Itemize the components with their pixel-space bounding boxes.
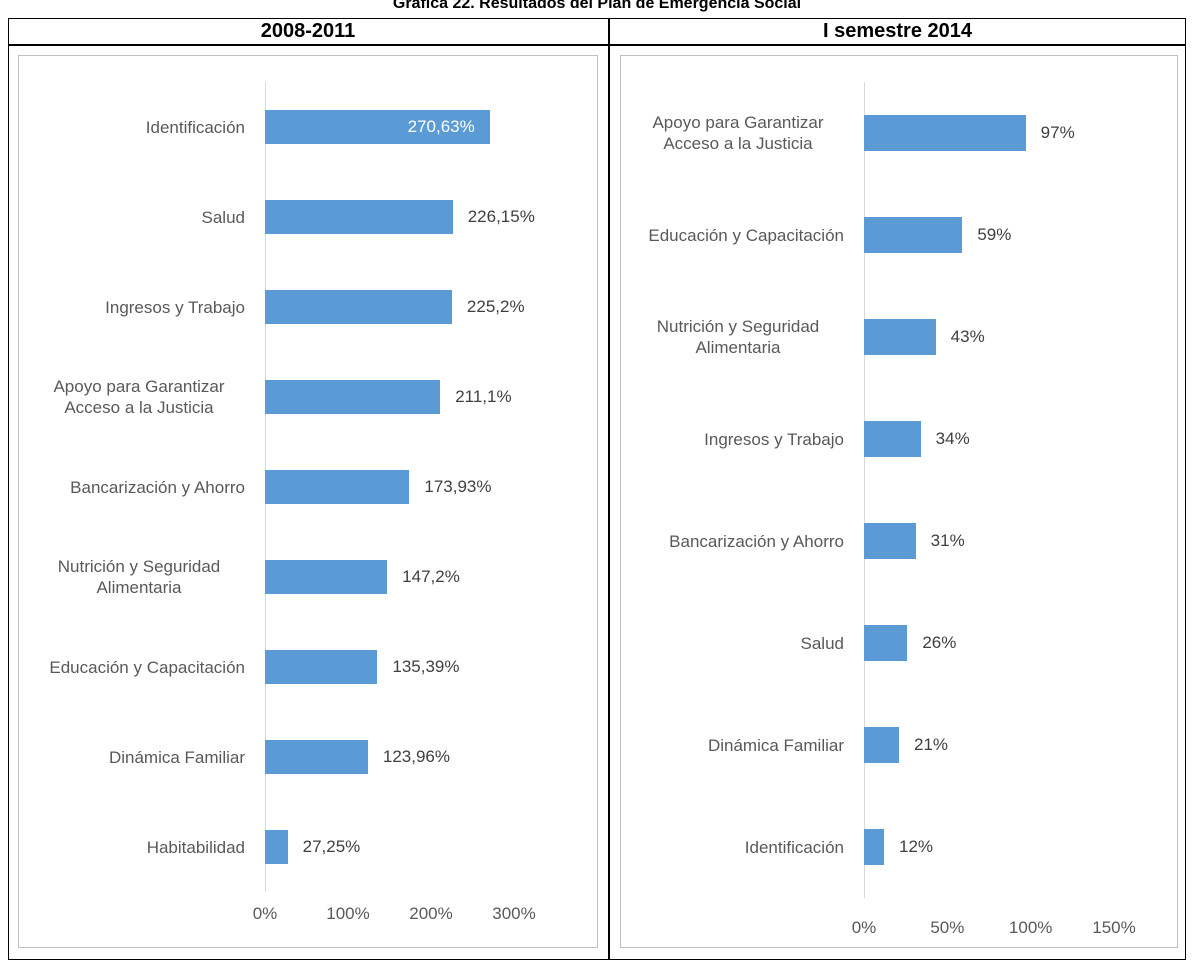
- label-text: Educación y Capacitación: [49, 657, 245, 677]
- bar: [265, 650, 378, 684]
- bar: [864, 319, 936, 355]
- category-label: Educación y Capacitación: [622, 205, 844, 265]
- category-label: Dinámica Familiar: [622, 715, 844, 775]
- bar: [265, 380, 441, 414]
- data-label: 12%: [899, 837, 934, 856]
- chart-box: [620, 55, 1178, 948]
- x-tick-label: 150%: [1092, 918, 1136, 937]
- bar: [265, 290, 452, 324]
- label-text: Dinámica Familiar: [108, 747, 245, 767]
- data-label: 211,1%: [455, 387, 512, 406]
- data-label: 27,25%: [302, 837, 361, 856]
- label-text: Nutrición y Seguridad Alimentaria: [57, 557, 221, 597]
- bar: [265, 110, 490, 144]
- bar: [864, 421, 921, 457]
- x-tick-label: 50%: [930, 918, 965, 937]
- label-text: Identificación: [744, 837, 844, 857]
- category-label: Ingresos y Trabajo: [622, 409, 844, 469]
- bar: [864, 217, 963, 253]
- data-label: 21%: [914, 735, 949, 754]
- category-label: Nutrición y Seguridad Alimentaria: [20, 547, 245, 607]
- category-label: Apoyo para Garantizar Acceso a la Justic…: [20, 367, 245, 427]
- label-text: Nutrición y Seguridad Alimentaria: [656, 317, 820, 357]
- data-label: 225,2%: [466, 297, 525, 316]
- data-label: 147,2%: [402, 567, 460, 586]
- label-text: Bancarización y Ahorro: [70, 477, 245, 497]
- figure-title: Gráfica 22. Resultados del Plan de Emerg…: [392, 0, 802, 12]
- x-tick-label: 300%: [492, 904, 536, 923]
- data-label: 97%: [1040, 123, 1075, 142]
- column-header: I semestre 2014: [822, 20, 972, 42]
- x-tick-label: 0%: [252, 904, 278, 923]
- label-text: Bancarización y Ahorro: [669, 531, 844, 551]
- data-label: 226,15%: [467, 207, 535, 226]
- label-text: Salud: [800, 633, 844, 653]
- bar: [265, 470, 410, 504]
- category-label: Identificación: [622, 817, 844, 877]
- category-label: Dinámica Familiar: [20, 727, 245, 787]
- category-label: Bancarización y Ahorro: [622, 511, 844, 571]
- bar: [864, 829, 884, 865]
- category-label: Bancarización y Ahorro: [20, 457, 245, 517]
- category-label: Salud: [20, 187, 245, 247]
- chart-box: [18, 55, 598, 948]
- bar: [864, 523, 916, 559]
- label-text: Ingresos y Trabajo: [704, 429, 844, 449]
- category-label: Salud: [622, 613, 844, 673]
- data-label: 26%: [922, 633, 957, 652]
- data-label: 34%: [935, 429, 970, 448]
- label-text: Dinámica Familiar: [707, 735, 844, 755]
- bar: [265, 740, 368, 774]
- data-label: 123,96%: [382, 747, 450, 766]
- column-header: 2008-2011: [260, 20, 356, 42]
- bar: [864, 625, 908, 661]
- bar: [265, 200, 453, 234]
- label-text: Salud: [201, 207, 245, 227]
- header-rule: [8, 44, 1186, 46]
- bar: [265, 560, 388, 594]
- label-text: Apoyo para Garantizar Acceso a la Justic…: [53, 377, 225, 417]
- data-label: 43%: [950, 327, 985, 346]
- category-label: Habitabilidad: [20, 817, 245, 877]
- label-text: Habitabilidad: [146, 837, 245, 857]
- data-label: 135,39%: [392, 657, 460, 676]
- x-tick-label: 0%: [851, 918, 877, 937]
- x-tick-label: 100%: [326, 904, 370, 923]
- label-text: Apoyo para Garantizar Acceso a la Justic…: [652, 113, 824, 153]
- data-label: 59%: [977, 225, 1012, 244]
- data-label: 31%: [930, 531, 965, 550]
- category-label: Identificación: [20, 97, 245, 157]
- label-text: Identificación: [145, 117, 245, 137]
- bar: [265, 830, 288, 864]
- x-tick-label: 200%: [409, 904, 453, 923]
- category-label: Apoyo para Garantizar Acceso a la Justic…: [622, 103, 844, 163]
- column-rule: [608, 18, 610, 960]
- label-text: Ingresos y Trabajo: [105, 297, 245, 317]
- bar: [864, 727, 899, 763]
- data-label: 270,63%: [407, 117, 475, 136]
- category-label: Ingresos y Trabajo: [20, 277, 245, 337]
- x-tick-label: 100%: [1008, 918, 1053, 937]
- data-label: 173,93%: [424, 477, 492, 496]
- category-label: Nutrición y Seguridad Alimentaria: [622, 307, 844, 367]
- label-text: Educación y Capacitación: [648, 225, 844, 245]
- category-label: Educación y Capacitación: [20, 637, 245, 697]
- axis-line: [864, 82, 865, 898]
- bar: [864, 115, 1026, 151]
